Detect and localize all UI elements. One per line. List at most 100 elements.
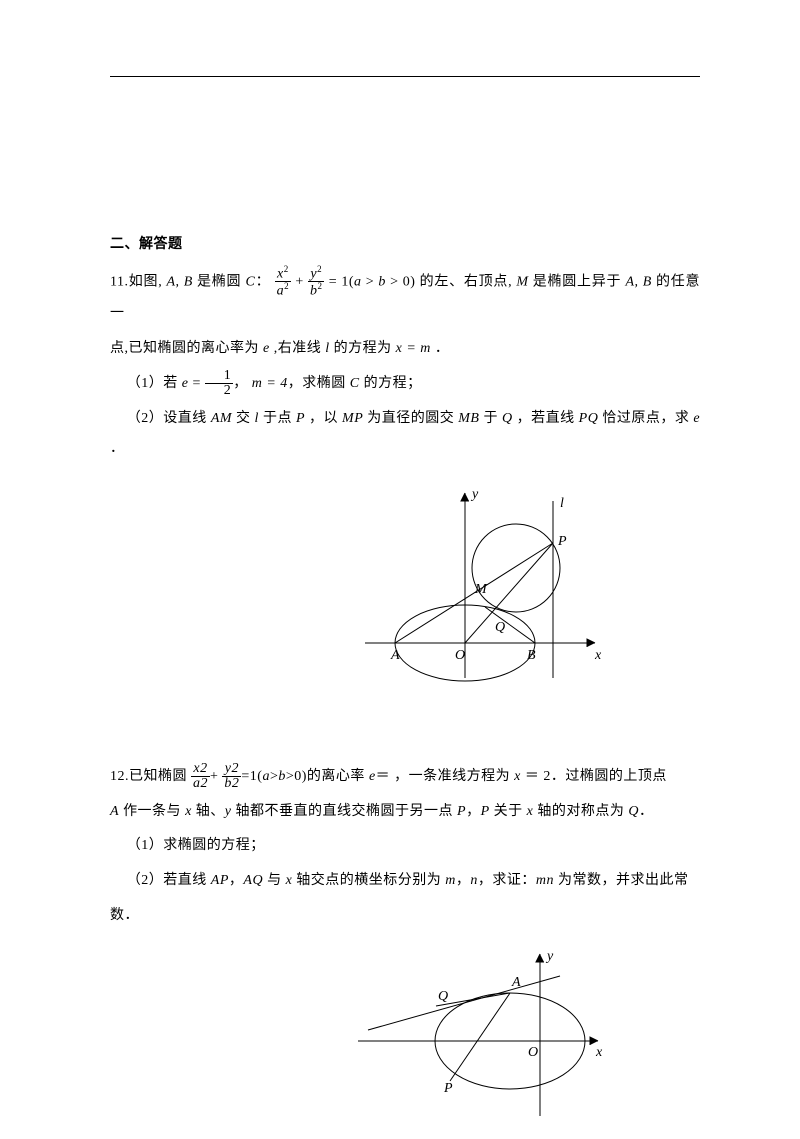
den-a: a <box>277 284 285 299</box>
a: a <box>354 274 362 289</box>
t: ，求证： <box>478 873 536 888</box>
frac-x2-a2: x2a2 <box>275 265 292 299</box>
q11-figure: y l P M Q A O B x <box>270 483 700 706</box>
t: ， <box>456 873 471 888</box>
t: =1( <box>241 769 262 784</box>
AP: AP <box>211 873 229 888</box>
t: 是椭圆 <box>193 274 246 289</box>
y: y <box>225 804 232 819</box>
t: ， <box>233 376 252 391</box>
Q: Q <box>628 804 639 819</box>
lbl-B: B <box>527 648 536 663</box>
n: n <box>470 873 478 888</box>
t: ，若直线 <box>513 411 579 426</box>
lbl-x: x <box>594 648 602 663</box>
m: m <box>445 873 456 888</box>
q12-svg: y A Q O x P <box>350 946 610 1126</box>
frac-x2-a22: x2a2 <box>191 762 210 791</box>
q11-part2: （2）设直线 AM 交 l 于点 P ，以 MP 为直径的圆交 MB 于 Q ，… <box>110 404 700 466</box>
q11-svg: y l P M Q A O B x <box>355 483 615 693</box>
t: 于点 <box>259 411 296 426</box>
section-heading: 二、解答题 <box>110 230 700 261</box>
t: 与 <box>263 873 286 888</box>
t: 轴、 <box>192 804 225 819</box>
q12-part2: （2）若直线 AP，AQ 与 x 轴交点的横坐标分别为 m，n，求证：mn 为常… <box>110 866 700 897</box>
MP: MP <box>342 411 363 426</box>
P: P <box>296 411 305 426</box>
C2: C <box>350 376 360 391</box>
t: 交 <box>232 411 255 426</box>
d2: b2 <box>222 777 241 791</box>
t: 关于 <box>490 804 527 819</box>
t: 为常数，并求出此常 <box>554 873 689 888</box>
MB: MB <box>458 411 479 426</box>
x: x <box>185 804 192 819</box>
e3: e <box>693 411 700 426</box>
lbl-l: l <box>560 496 564 511</box>
eq1: = 1( <box>324 274 354 289</box>
t: ，求椭圆 <box>288 376 350 391</box>
e: e <box>263 341 270 356</box>
lbl2-Q: Q <box>438 989 448 1004</box>
half-den: 2 <box>205 384 233 398</box>
t: ,右准线 <box>270 341 326 356</box>
d: a2 <box>191 777 210 791</box>
q11-C: C <box>246 274 256 289</box>
q12-stem-line2: A 作一条与 x 轴、y 轴都不垂直的直线交椭圆于另一点 P，P 关于 x 轴的… <box>110 797 700 828</box>
t: （2）若直线 <box>127 873 211 888</box>
plus: + <box>291 274 308 289</box>
t: ，以 <box>305 411 342 426</box>
t: 恰过原点，求 <box>598 411 693 426</box>
t: = <box>189 376 205 391</box>
Q: Q <box>502 411 513 426</box>
t: 轴都不垂直的直线交椭圆于另一点 <box>232 804 458 819</box>
num-x: x <box>277 266 284 281</box>
n2: y2 <box>222 762 241 777</box>
lbl-Q: Q <box>495 620 505 635</box>
a: a <box>262 769 270 784</box>
t: ： <box>255 274 270 289</box>
t: 的方程； <box>360 376 422 391</box>
t: （2）设直线 <box>127 411 211 426</box>
b: b <box>378 274 386 289</box>
m4: m = 4 <box>252 376 288 391</box>
t: 作一条与 <box>119 804 185 819</box>
half-num: 1 <box>205 369 233 384</box>
frac-y2-b2: y2b2 <box>308 265 325 299</box>
n: x2 <box>191 762 210 777</box>
lbl2-P: P <box>443 1081 453 1096</box>
P2: P <box>481 804 490 819</box>
frac-half: 12 <box>205 369 233 398</box>
t: ． <box>110 441 125 456</box>
AM: AM <box>211 411 232 426</box>
q12-part1: （1）求椭圆的方程； <box>110 831 700 862</box>
t: ， <box>466 804 481 819</box>
t: ＝ ，一条准线方程为 <box>376 769 515 784</box>
lbl2-x: x <box>595 1045 603 1060</box>
top-rule <box>110 76 700 77</box>
q11-stem-line2: 点,已知椭圆的离心率为 e ,右准线 l 的方程为 x = m ． <box>110 334 700 365</box>
t: ＝ 2．过椭圆的上顶点 <box>521 769 667 784</box>
t: 轴的对称点为 <box>533 804 628 819</box>
AB2: A, B <box>625 274 651 289</box>
q12-part2-end: 数． <box>110 901 700 932</box>
b: b <box>278 769 286 784</box>
lbl-P: P <box>557 534 567 549</box>
e: e <box>369 769 376 784</box>
q12-figure: y A Q O x P <box>260 946 700 1139</box>
PQ: PQ <box>579 411 599 426</box>
lbl-y: y <box>470 487 479 502</box>
xm: x = m <box>396 341 431 356</box>
lbl-O: O <box>455 648 465 663</box>
mn: mn <box>536 873 554 888</box>
t: 于 <box>479 411 502 426</box>
plus: + <box>210 769 222 784</box>
x2v: x <box>514 769 521 784</box>
t: 为直径的圆交 <box>363 411 458 426</box>
lbl2-O: O <box>528 1045 538 1060</box>
t: ． <box>431 341 450 356</box>
lbl-A: A <box>390 648 400 663</box>
gt2: > 0) 的左、右顶点, <box>386 274 516 289</box>
lbl-M: M <box>474 582 488 597</box>
M: M <box>516 274 528 289</box>
